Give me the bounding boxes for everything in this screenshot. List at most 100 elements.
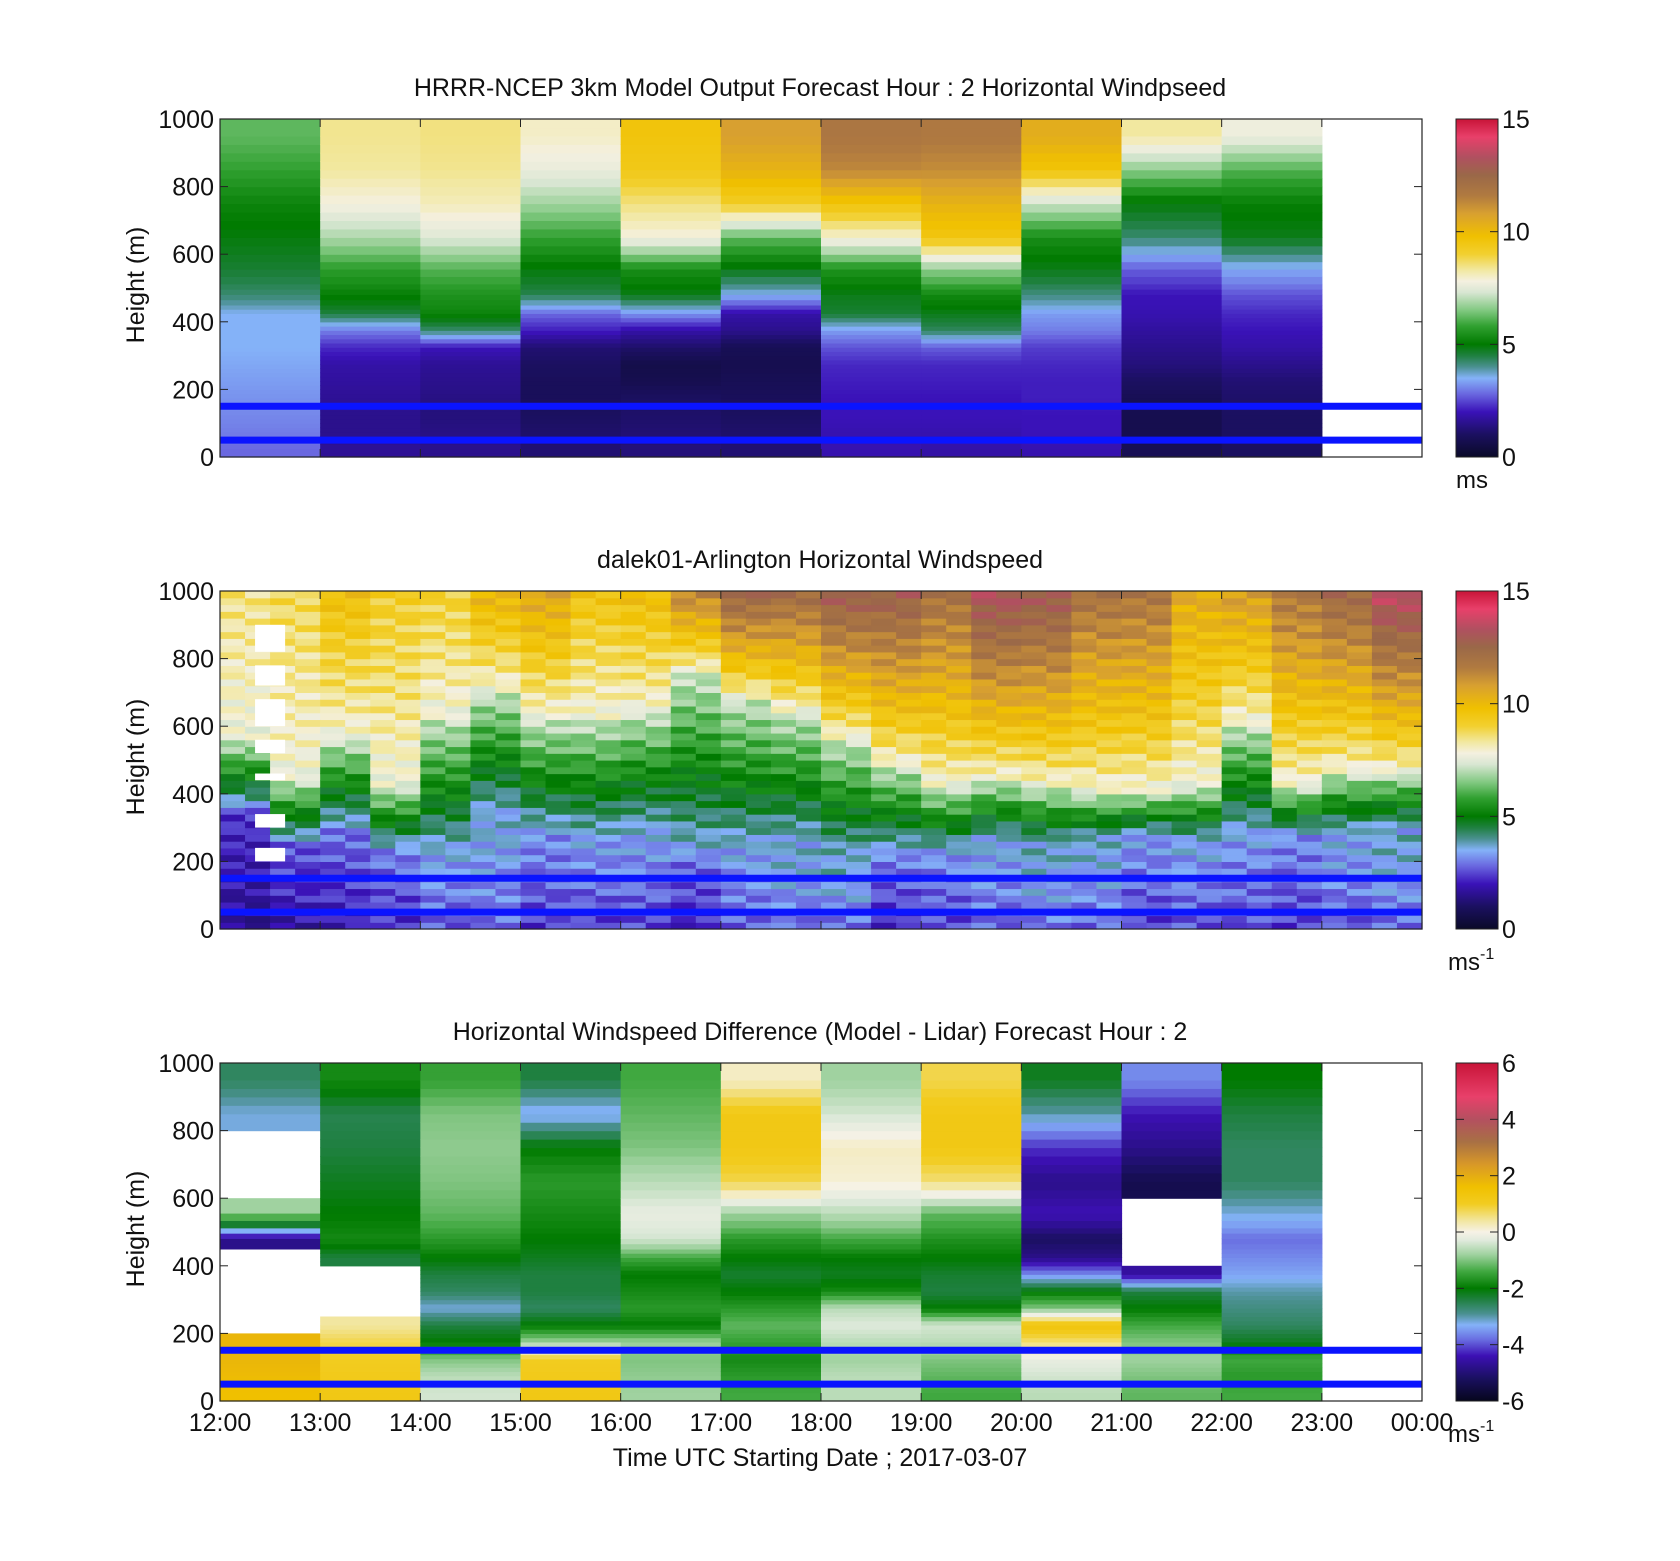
heatmap-cell — [1021, 1233, 1123, 1239]
heatmap-cell — [620, 1079, 722, 1089]
heatmap-cell — [821, 397, 922, 403]
heatmap-cell — [1146, 618, 1173, 626]
heatmap-cell — [1346, 854, 1373, 862]
heatmap-cell — [846, 922, 872, 930]
heatmap-cell — [846, 604, 872, 612]
heatmap-cell — [720, 1189, 822, 1199]
heatmap-cell — [420, 1367, 522, 1373]
heatmap-cell — [1096, 753, 1123, 761]
heatmap-cell — [1096, 712, 1123, 721]
heatmap-cell — [520, 338, 622, 344]
heatmap-cell — [520, 431, 622, 437]
heatmap-cell — [570, 618, 597, 626]
heatmap-cell — [1221, 1362, 1323, 1368]
heatmap-cell — [1121, 1299, 1223, 1305]
heatmap-cell — [1021, 1181, 1123, 1191]
heatmap-cell — [520, 1320, 622, 1326]
heatmap-cell — [921, 678, 947, 687]
heatmap-cell — [1021, 410, 1123, 416]
heatmap-cell — [971, 881, 997, 890]
heatmap-cell — [1221, 1396, 1323, 1402]
heatmap-cell — [520, 385, 622, 390]
heatmap-cell — [1171, 807, 1198, 815]
heatmap-cell — [1021, 1312, 1123, 1318]
heatmap-cell — [770, 651, 797, 660]
heatmap-cell — [921, 922, 947, 930]
heatmap-cell — [1121, 1371, 1223, 1377]
heatmap-cell — [395, 834, 421, 842]
heatmap-cell — [921, 888, 947, 896]
heatmap-cell — [921, 780, 947, 788]
heatmap-cell — [1346, 611, 1373, 619]
heatmap-cell — [320, 1362, 421, 1368]
heatmap-cell — [921, 351, 1022, 357]
heatmap-cell — [495, 611, 522, 619]
heatmap-cell — [1321, 820, 1348, 829]
heatmap-cell — [220, 347, 321, 352]
heatmap-cell — [320, 1333, 421, 1339]
heatmap-cell — [1396, 820, 1423, 829]
heatmap-cell — [720, 144, 822, 154]
heatmap-cell — [1221, 389, 1323, 395]
heatmap-cell — [1121, 283, 1223, 290]
heatmap-cell — [821, 414, 922, 420]
heatmap-cell — [821, 1139, 922, 1149]
heatmap-cell — [670, 787, 697, 795]
heatmap-cell — [1196, 685, 1223, 693]
heatmap-cell — [620, 431, 722, 437]
heatmap-cell — [520, 834, 547, 842]
heatmap-cell — [720, 854, 747, 862]
heatmap-cell — [220, 372, 321, 378]
heatmap-cell — [1021, 618, 1047, 626]
heatmap-cell — [220, 658, 246, 666]
heatmap-cell — [620, 1243, 722, 1250]
heatmap-cell — [871, 854, 897, 862]
heatmap-cell — [1221, 313, 1323, 319]
heatmap-cell — [320, 1189, 421, 1199]
heatmap-cell — [996, 624, 1022, 633]
heatmap-cell — [620, 359, 722, 365]
heatmap-cell — [871, 753, 897, 761]
heatmap-cell — [921, 1270, 1022, 1275]
heatmap-cell — [1371, 732, 1398, 741]
heatmap-cell — [520, 841, 547, 849]
heatmap-cell — [1221, 1286, 1323, 1292]
heatmap-cell — [821, 276, 922, 285]
heatmap-cell — [295, 760, 321, 768]
heatmap-cell — [720, 766, 747, 775]
heatmap-cell — [795, 665, 822, 673]
heatmap-cell — [1196, 787, 1223, 795]
heatmap-cell — [620, 1354, 722, 1360]
heatmap-cell — [1146, 760, 1173, 768]
heatmap-cell — [1196, 604, 1223, 612]
heatmap-cell — [1196, 732, 1223, 741]
heatmap-cell — [220, 195, 321, 205]
heatmap-cell — [420, 699, 446, 707]
heatmap-cell — [620, 448, 722, 454]
heatmap-cell — [520, 330, 622, 336]
heatmap-cell — [420, 313, 522, 319]
heatmap-cell — [745, 760, 772, 768]
heatmap-cell — [921, 1265, 1022, 1271]
heatmap-cell — [1196, 854, 1223, 862]
heatmap-cell — [320, 624, 346, 633]
heatmap-cell — [520, 410, 622, 416]
heatmap-cell — [720, 380, 822, 386]
heatmap-cell — [345, 739, 371, 748]
heatmap-cell — [795, 678, 822, 687]
heatmap-cell — [1296, 705, 1323, 714]
heatmap-cell — [1021, 211, 1123, 221]
heatmap-cell — [320, 800, 346, 808]
heatmap-cell — [220, 389, 321, 395]
heatmap-cell — [1396, 760, 1423, 768]
heatmap-cell — [520, 186, 622, 196]
heatmap-cell — [1321, 800, 1348, 808]
heatmap-cell — [495, 841, 522, 849]
heatmap-cell — [320, 195, 421, 205]
heatmap-cell — [720, 444, 822, 450]
heatmap-cell — [620, 1388, 722, 1394]
heatmap-cell — [220, 380, 321, 386]
heatmap-cell — [1396, 780, 1423, 788]
heatmap-cell — [745, 847, 772, 856]
heatmap-cell — [295, 868, 321, 876]
